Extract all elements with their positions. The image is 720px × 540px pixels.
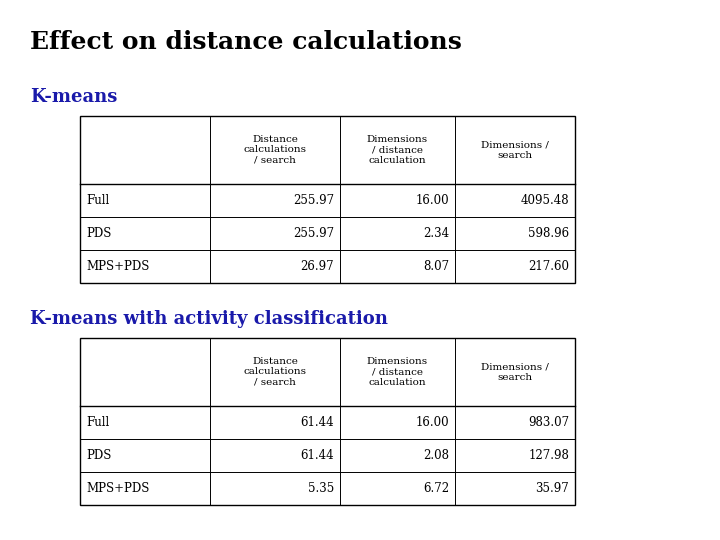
- Text: 8.07: 8.07: [423, 260, 449, 273]
- Text: PDS: PDS: [86, 227, 112, 240]
- Text: 4095.48: 4095.48: [521, 194, 569, 207]
- Text: Dimensions /
search: Dimensions / search: [481, 140, 549, 160]
- Text: 26.97: 26.97: [300, 260, 334, 273]
- Text: 35.97: 35.97: [535, 482, 569, 495]
- Text: 255.97: 255.97: [293, 194, 334, 207]
- Text: K-means: K-means: [30, 88, 117, 106]
- Text: Distance
calculations
/ search: Distance calculations / search: [243, 135, 307, 165]
- Text: 16.00: 16.00: [415, 416, 449, 429]
- Text: 61.44: 61.44: [300, 416, 334, 429]
- Text: Dimensions /
search: Dimensions / search: [481, 362, 549, 382]
- Bar: [80, 116, 575, 283]
- Text: 598.96: 598.96: [528, 227, 569, 240]
- Text: PDS: PDS: [86, 449, 112, 462]
- Text: 127.98: 127.98: [528, 449, 569, 462]
- Text: K-means with activity classification: K-means with activity classification: [30, 310, 388, 328]
- Text: MPS+PDS: MPS+PDS: [86, 260, 149, 273]
- Text: 2.34: 2.34: [423, 227, 449, 240]
- Bar: [80, 338, 575, 505]
- Text: 16.00: 16.00: [415, 194, 449, 207]
- Text: Effect on distance calculations: Effect on distance calculations: [30, 30, 462, 54]
- Text: 255.97: 255.97: [293, 227, 334, 240]
- Text: 6.72: 6.72: [423, 482, 449, 495]
- Text: 5.35: 5.35: [307, 482, 334, 495]
- Text: 61.44: 61.44: [300, 449, 334, 462]
- Text: Distance
calculations
/ search: Distance calculations / search: [243, 357, 307, 387]
- Text: Dimensions
/ distance
calculation: Dimensions / distance calculation: [367, 135, 428, 165]
- Text: 2.08: 2.08: [423, 449, 449, 462]
- Text: Dimensions
/ distance
calculation: Dimensions / distance calculation: [367, 357, 428, 387]
- Text: MPS+PDS: MPS+PDS: [86, 482, 149, 495]
- Text: Full: Full: [86, 416, 109, 429]
- Text: 983.07: 983.07: [528, 416, 569, 429]
- Text: Full: Full: [86, 194, 109, 207]
- Text: 217.60: 217.60: [528, 260, 569, 273]
